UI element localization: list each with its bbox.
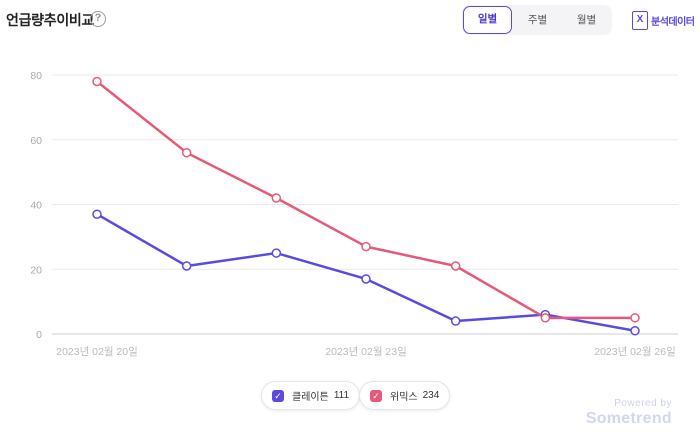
y-tick-label: 80 — [30, 70, 42, 82]
period-toggle: 일별 주별 월별 — [462, 5, 612, 35]
data-point — [181, 147, 192, 158]
period-daily-button[interactable]: 일별 — [463, 6, 512, 34]
data-point — [271, 193, 282, 203]
legend: ✓ 클레이튼 111 ✓ 위믹스 234 — [0, 381, 700, 411]
y-tick-label: 20 — [30, 264, 42, 276]
y-tick-label: 40 — [30, 200, 42, 212]
data-point — [450, 261, 461, 271]
export-data-button[interactable]: X 분석데이터 — [632, 9, 695, 31]
data-point — [92, 76, 102, 87]
legend-item-klaytn[interactable]: ✓ 클레이튼 111 — [261, 381, 361, 410]
data-point — [181, 261, 192, 271]
chart-header: 언급량추이비교 ? 일별 주별 월별 X 분석데이터 — [0, 0, 700, 48]
powered-by-text: Powered by — [614, 398, 672, 409]
check-icon: ✓ — [272, 389, 284, 402]
brand-watermark: Powered by Sometrend — [586, 398, 672, 428]
legend-series-total: 111 — [333, 390, 350, 401]
help-icon[interactable]: ? — [90, 11, 106, 27]
x-tick-label: 2023년 02월 26일 — [594, 345, 676, 358]
chart-title: 언급량추이비교 — [6, 12, 95, 28]
y-tick-label: 60 — [30, 135, 42, 147]
data-point — [92, 209, 102, 219]
legend-item-wemix[interactable]: ✓ 위믹스 234 — [359, 381, 451, 410]
check-icon: ✓ — [370, 389, 382, 402]
period-monthly-button[interactable]: 월별 — [576, 14, 597, 26]
x-tick-label: 2023년 02월 20일 — [56, 345, 138, 358]
data-point — [361, 241, 371, 252]
data-point — [540, 313, 551, 323]
line-chart: 0 20 40 60 80 2023년 02월 20일 2023년 02월 23일 2023년… — [30, 70, 678, 358]
y-tick-label: 0 — [36, 329, 42, 341]
export-label: 분석데이터 — [651, 16, 695, 28]
legend-series-name: 위믹스 — [390, 392, 418, 403]
brand-name: Sometrend — [585, 410, 672, 427]
data-point — [450, 316, 461, 326]
data-point — [630, 326, 640, 336]
data-point — [271, 248, 282, 258]
data-point — [630, 313, 640, 323]
series-line-0 — [95, 212, 637, 333]
excel-icon: X — [632, 10, 648, 30]
x-tick-label: 2023년 02월 23일 — [325, 345, 407, 358]
legend-series-name: 클레이튼 — [292, 392, 329, 403]
legend-series-total: 234 — [422, 390, 440, 401]
period-weekly-button[interactable]: 주별 — [527, 14, 548, 26]
data-point — [361, 274, 371, 284]
